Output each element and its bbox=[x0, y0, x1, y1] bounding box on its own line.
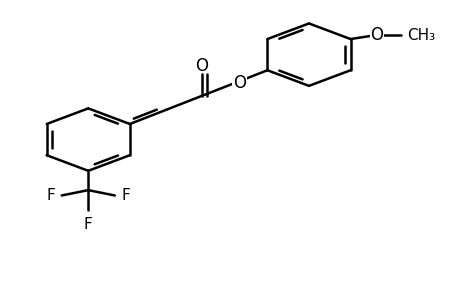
Text: CH₃: CH₃ bbox=[406, 28, 434, 43]
Text: F: F bbox=[121, 188, 130, 203]
Text: O: O bbox=[370, 26, 383, 44]
Text: O: O bbox=[195, 57, 208, 75]
Text: O: O bbox=[232, 74, 246, 92]
Text: F: F bbox=[84, 217, 92, 232]
Text: F: F bbox=[46, 188, 55, 203]
